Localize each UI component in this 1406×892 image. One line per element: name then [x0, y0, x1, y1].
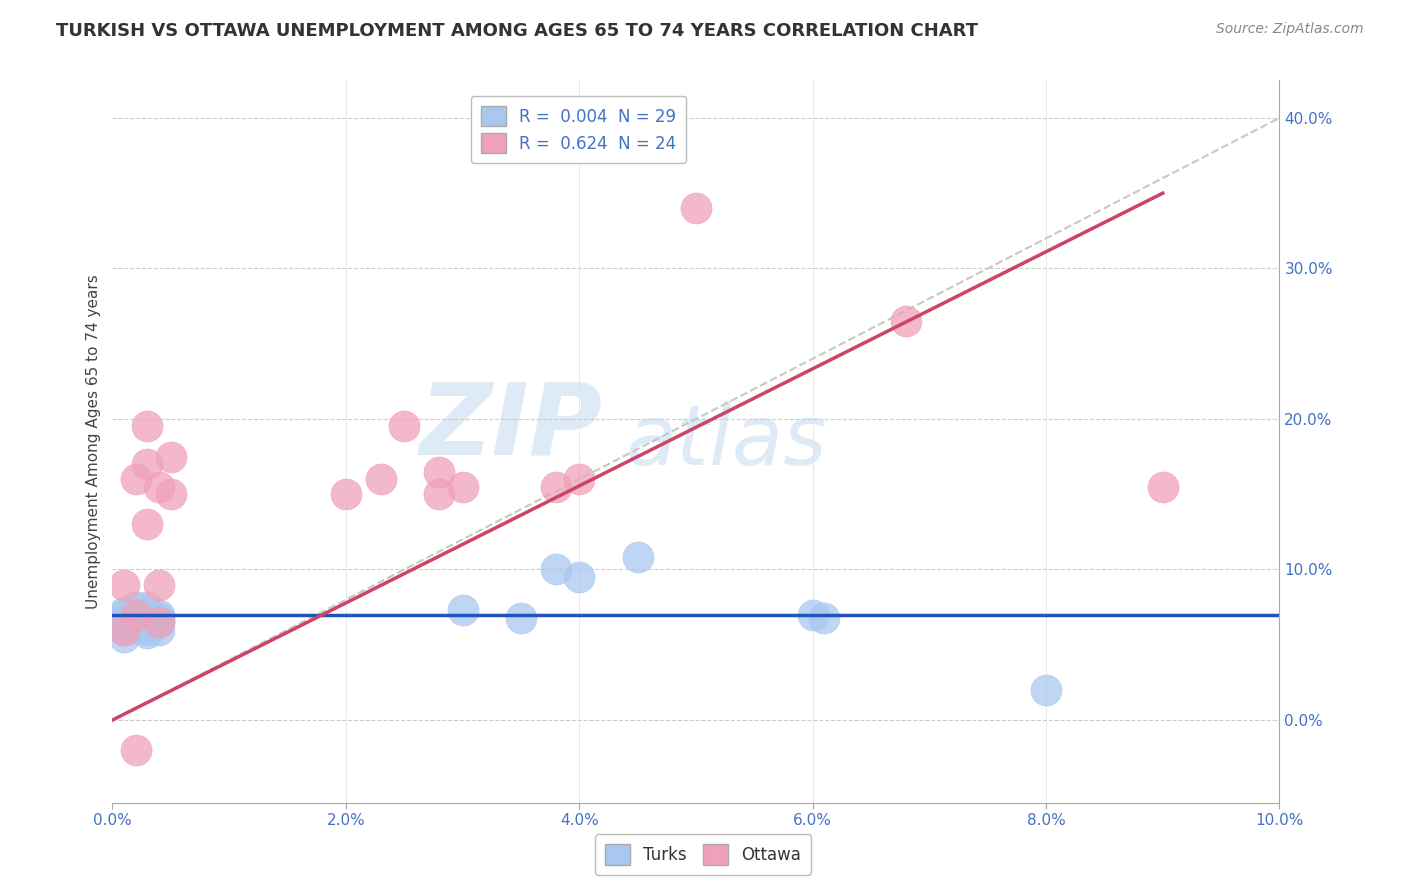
Point — [136, 615, 159, 630]
Point — [136, 600, 159, 615]
Point — [568, 570, 591, 584]
Point — [568, 472, 591, 486]
Point — [544, 480, 567, 494]
Point — [112, 623, 135, 637]
Point — [112, 630, 135, 644]
Point — [112, 605, 135, 619]
Point — [1035, 682, 1057, 697]
Point — [112, 615, 135, 630]
Point — [813, 610, 835, 624]
Point — [125, 600, 148, 615]
Text: atlas: atlas — [626, 401, 828, 482]
Point — [136, 605, 159, 619]
Text: ZIP: ZIP — [419, 378, 603, 475]
Point — [427, 465, 450, 479]
Point — [148, 615, 170, 630]
Point — [112, 623, 135, 637]
Point — [160, 450, 183, 464]
Point — [160, 487, 183, 501]
Point — [125, 743, 148, 757]
Point — [136, 517, 159, 532]
Point — [451, 603, 474, 617]
Point — [136, 419, 159, 434]
Point — [136, 457, 159, 471]
Point — [544, 562, 567, 576]
Point — [136, 623, 159, 637]
Point — [451, 480, 474, 494]
Point — [136, 610, 159, 624]
Text: Source: ZipAtlas.com: Source: ZipAtlas.com — [1216, 22, 1364, 37]
Point — [125, 607, 148, 622]
Point — [125, 610, 148, 624]
Point — [685, 201, 707, 215]
Point — [125, 607, 148, 622]
Point — [148, 623, 170, 637]
Point — [509, 610, 531, 624]
Point — [148, 577, 170, 591]
Point — [148, 607, 170, 622]
Text: TURKISH VS OTTAWA UNEMPLOYMENT AMONG AGES 65 TO 74 YEARS CORRELATION CHART: TURKISH VS OTTAWA UNEMPLOYMENT AMONG AGE… — [56, 22, 979, 40]
Point — [125, 472, 148, 486]
Point — [148, 610, 170, 624]
Legend: R =  0.004  N = 29, R =  0.624  N = 24: R = 0.004 N = 29, R = 0.624 N = 24 — [471, 95, 686, 163]
Point — [125, 618, 148, 632]
Point — [148, 480, 170, 494]
Point — [136, 620, 159, 634]
Point — [1152, 480, 1174, 494]
Point — [335, 487, 357, 501]
Point — [136, 625, 159, 640]
Point — [801, 607, 824, 622]
Point — [148, 615, 170, 630]
Point — [112, 607, 135, 622]
Point — [894, 314, 917, 328]
Point — [370, 472, 392, 486]
Point — [427, 487, 450, 501]
Legend: Turks, Ottawa: Turks, Ottawa — [595, 834, 811, 875]
Y-axis label: Unemployment Among Ages 65 to 74 years: Unemployment Among Ages 65 to 74 years — [86, 274, 101, 609]
Point — [394, 419, 416, 434]
Point — [627, 550, 650, 565]
Point — [125, 620, 148, 634]
Point — [112, 577, 135, 591]
